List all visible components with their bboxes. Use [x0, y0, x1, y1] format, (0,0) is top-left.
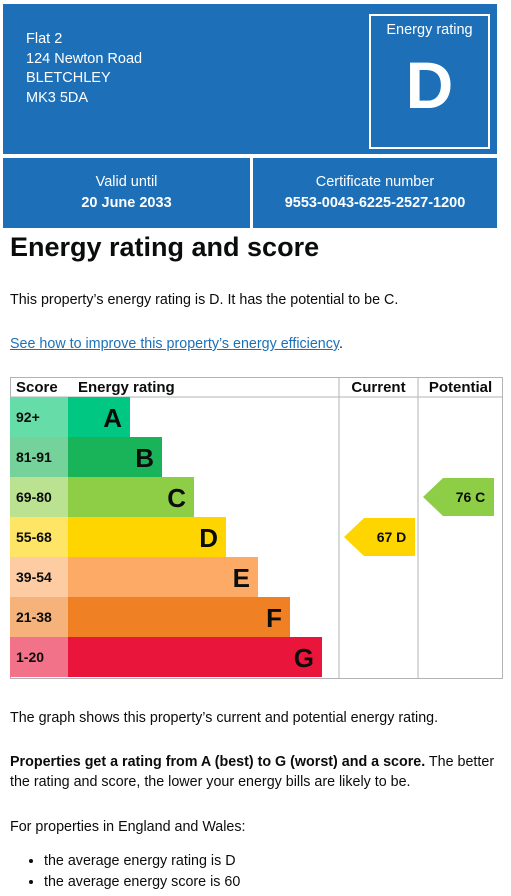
england-wales-intro: For properties in England and Wales: — [10, 819, 246, 835]
valid-until-date: 20 June 2033 — [81, 195, 172, 211]
band-bar-c — [68, 477, 194, 517]
address-line: Flat 2 — [26, 31, 63, 47]
energy-rating-graph: Score Energy rating Current Potential 92+ A 81… — [10, 377, 503, 679]
band-bar-e — [68, 557, 258, 597]
band-letter: E — [233, 563, 250, 593]
band-score-range: 21-38 — [16, 609, 52, 625]
valid-until-panel: Valid until 20 June 2033 — [3, 158, 250, 228]
band-score-cell — [10, 637, 68, 677]
improve-link-paragraph: See how to improve this property’s energ… — [10, 334, 502, 354]
band-score-cell — [10, 477, 68, 517]
list-item: the average energy rating is D — [44, 851, 500, 872]
band-letter: G — [294, 643, 314, 673]
rating-explanation: Properties get a rating from A (best) to… — [10, 752, 502, 792]
address-line: BLETCHLEY — [26, 70, 111, 86]
address-line: 124 Newton Road — [26, 50, 143, 67]
band-letter: C — [167, 483, 186, 513]
band-score-range: 39-54 — [16, 569, 52, 585]
energy-rating-letter: D — [405, 48, 454, 122]
certificate-number-panel: Certificate number 9553-0043-6225-2527-1… — [253, 158, 497, 228]
potential-column-header: Potential — [429, 379, 492, 396]
band-bar-f — [68, 597, 290, 637]
energy-rating-chart: Score Energy rating Current Potential 92+ A 81… — [10, 377, 503, 679]
certificate-number-label: Certificate number — [315, 174, 435, 190]
band-letter: B — [135, 443, 154, 473]
rating-summary: This property’s energy rating is D. It h… — [10, 292, 399, 308]
band-bar-g — [68, 637, 322, 677]
address-line: MK3 5DA — [26, 89, 89, 106]
link-suffix: . — [339, 336, 343, 352]
current-column-header: Current — [351, 379, 405, 396]
band-letter: A — [103, 403, 122, 433]
rating-explanation-rest: The better the rating and score, the low… — [10, 754, 495, 790]
band-bar-d — [68, 517, 226, 557]
certificate-number-value: 9553-0043-6225-2527-1200 — [284, 195, 466, 211]
band-bar-a — [68, 397, 130, 437]
averages-list: the average energy rating is D the avera… — [40, 851, 500, 893]
property-address: Flat 2 124 Newton Road BLETCHLEY MK3 5DA — [26, 30, 142, 108]
current-rating-label: 67 D — [377, 529, 407, 545]
potential-rating-label: 76 C — [456, 489, 486, 505]
valid-until-label: Valid until — [95, 174, 158, 190]
band-score-cell — [10, 597, 68, 637]
band-score-cell — [10, 517, 68, 557]
band-score-range: 55-68 — [16, 529, 52, 545]
band-score-cell — [10, 557, 68, 597]
improve-efficiency-link[interactable]: See how to improve this property’s energ… — [10, 336, 339, 352]
band-score-cell — [10, 397, 68, 437]
band-score-range: 81-91 — [16, 449, 52, 465]
certificate-header: Flat 2 124 Newton Road BLETCHLEY MK3 5DA… — [3, 4, 497, 154]
band-score-cell — [10, 437, 68, 477]
band-score-range: 69-80 — [16, 489, 52, 505]
list-item: the average energy score is 60 — [44, 872, 500, 893]
energy-rating-box: Energy rating D — [369, 14, 490, 149]
band-letter: F — [266, 603, 282, 633]
current-arrow — [344, 518, 415, 556]
band-score-range: 92+ — [16, 409, 40, 425]
rating-column-header: Energy rating — [78, 379, 175, 396]
score-column-header: Score — [16, 379, 58, 396]
rating-explanation-bold: Properties get a rating from A (best) to… — [10, 754, 426, 770]
energy-rating-label: Energy rating — [386, 22, 473, 38]
graph-caption: The graph shows this property’s current … — [10, 710, 439, 726]
band-bar-b — [68, 437, 162, 477]
page-title: Energy rating and score — [10, 232, 320, 262]
band-score-range: 1-20 — [16, 649, 44, 665]
potential-arrow — [423, 478, 494, 516]
band-letter: D — [199, 523, 218, 553]
